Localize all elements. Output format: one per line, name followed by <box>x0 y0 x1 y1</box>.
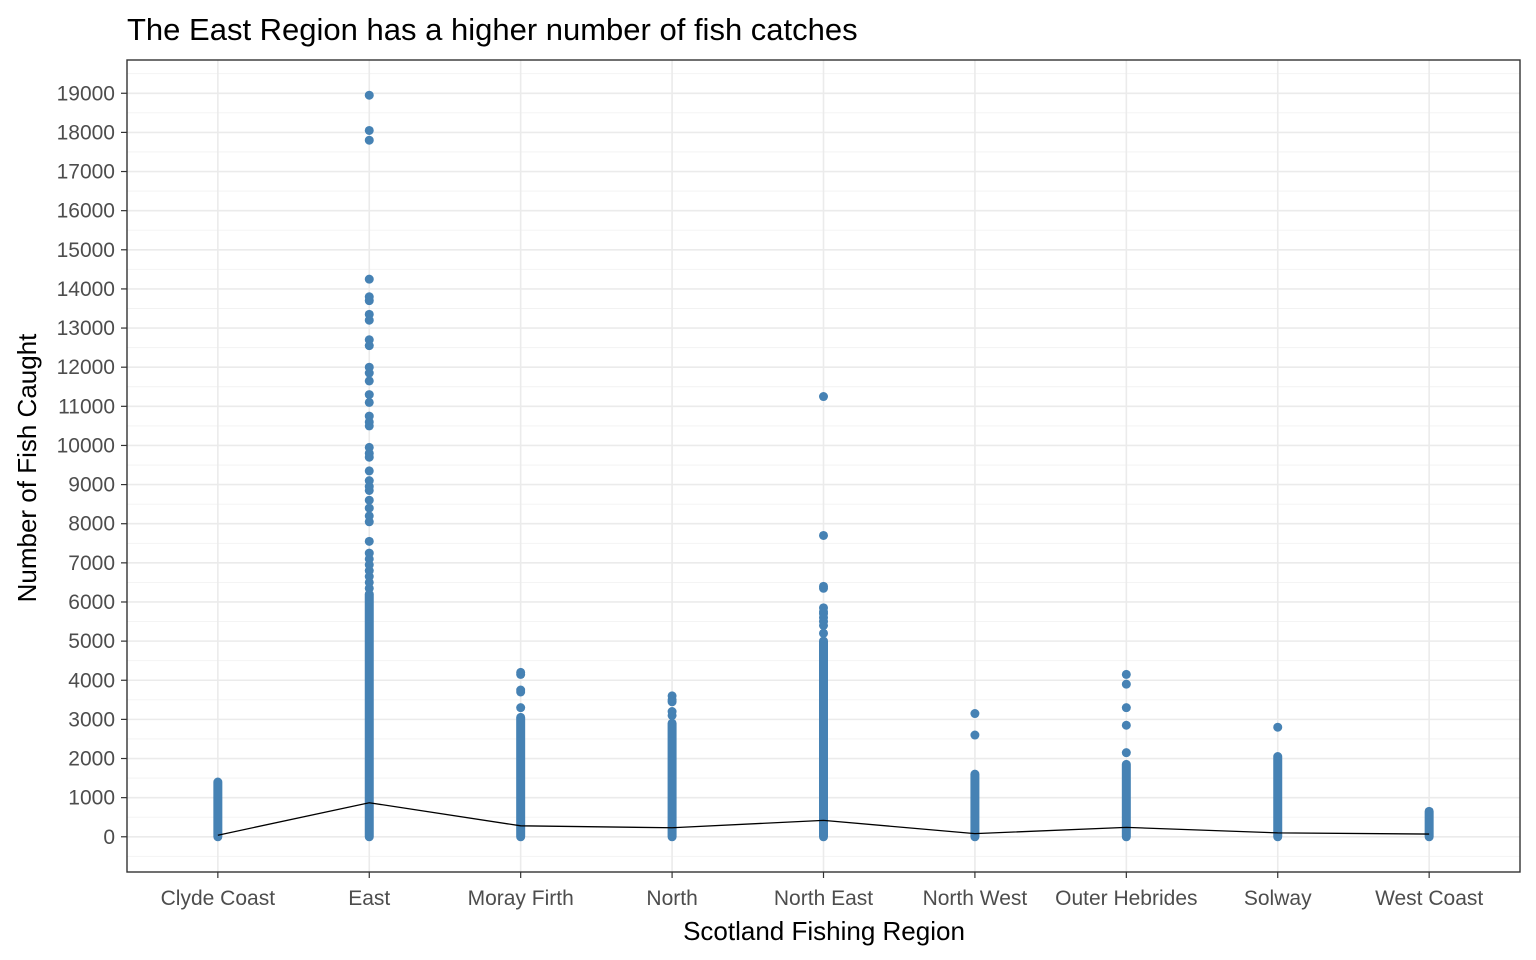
y-tick-label: 12000 <box>57 356 115 379</box>
y-tick-label: 9000 <box>68 474 115 497</box>
data-point <box>516 669 526 679</box>
y-tick-label: 6000 <box>68 591 115 614</box>
data-point <box>364 390 374 400</box>
x-tick-label: North West <box>923 887 1028 910</box>
data-point <box>364 466 374 476</box>
data-point <box>819 392 828 402</box>
x-tick-label: North <box>646 887 697 910</box>
data-point <box>1273 722 1283 732</box>
data-point <box>667 697 677 707</box>
data-point <box>364 296 374 306</box>
y-tick-label: 3000 <box>68 708 115 731</box>
y-tick-label: 0 <box>103 826 115 849</box>
y-tick-label: 5000 <box>68 630 115 653</box>
data-point <box>364 376 374 386</box>
y-tick-label: 16000 <box>57 200 115 223</box>
data-point <box>364 583 374 593</box>
data-point <box>364 135 374 145</box>
y-tick-label: 4000 <box>68 669 115 692</box>
data-point <box>364 485 374 495</box>
data-point <box>364 90 374 100</box>
y-tick-label: 7000 <box>68 552 115 575</box>
x-tick-label: Outer Hebrides <box>1055 887 1197 910</box>
data-point <box>364 341 374 351</box>
data-point <box>667 710 677 720</box>
data-point <box>970 730 980 740</box>
data-point <box>1121 669 1131 679</box>
y-tick-label: 13000 <box>57 317 115 340</box>
x-axis-title: Scotland Fishing Region <box>683 916 965 946</box>
data-point <box>819 530 828 540</box>
y-tick-label: 2000 <box>68 748 115 771</box>
x-tick-label: North East <box>774 887 873 910</box>
data-point <box>364 315 374 325</box>
data-point <box>1121 748 1131 758</box>
y-tick-label: 18000 <box>57 121 115 144</box>
data-point <box>364 397 374 407</box>
data-point <box>364 125 374 135</box>
y-tick-label: 8000 <box>68 513 115 536</box>
x-tick-label: Solway <box>1244 887 1312 910</box>
summary-line <box>217 802 1430 836</box>
data-point <box>364 452 374 462</box>
data-point <box>364 368 374 378</box>
x-tick-label: Clyde Coast <box>161 887 276 910</box>
y-tick-label: 19000 <box>57 82 115 105</box>
data-point <box>364 421 374 431</box>
y-axis-title: Number of Fish Caught <box>12 333 42 603</box>
y-tick-label: 15000 <box>57 239 115 262</box>
x-tick-label: Moray Firth <box>468 887 574 910</box>
data-point <box>364 274 374 284</box>
axes: 0 1000 2000 3000 4000 5000 6000 7000 8000 9000 100… <box>57 82 1484 910</box>
data-point <box>364 503 374 513</box>
y-tick-label: 14000 <box>57 278 115 301</box>
data-point <box>970 709 980 719</box>
data-point <box>364 536 374 546</box>
data-point <box>819 620 828 630</box>
x-tick-label: East <box>348 887 390 910</box>
y-tick-label: 10000 <box>57 434 115 457</box>
x-tick-label: West Coast <box>1375 887 1483 910</box>
y-tick-label: 11000 <box>58 395 115 418</box>
data-point <box>1121 679 1131 689</box>
data-layer <box>213 90 1434 842</box>
y-tick-label: 17000 <box>57 161 115 184</box>
data-point <box>364 495 374 505</box>
data-point <box>516 703 526 713</box>
chart-title: The East Region has a higher number of f… <box>127 12 858 47</box>
data-point <box>516 687 526 697</box>
data-point <box>1121 703 1131 713</box>
y-tick-label: 1000 <box>68 787 115 810</box>
data-point <box>364 517 374 527</box>
data-point <box>819 628 828 638</box>
data-point <box>819 583 828 593</box>
data-point <box>1121 720 1131 730</box>
